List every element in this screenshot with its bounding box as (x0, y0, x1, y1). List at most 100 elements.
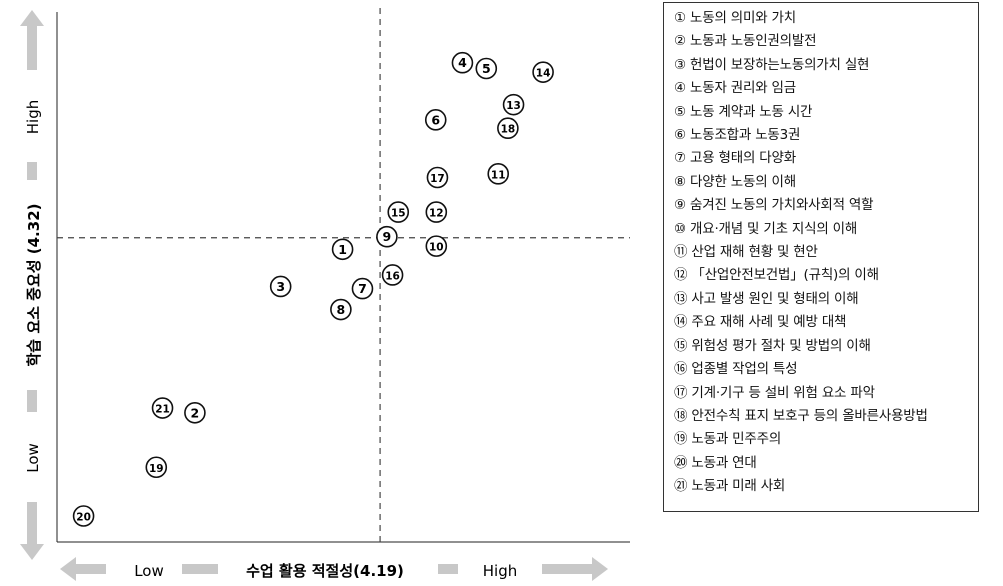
legend-item: ⑭ 주요 재해 사례 및 예방 대책 (674, 311, 978, 334)
data-point-18: 18 (497, 117, 519, 140)
legend-item-number: ⑦ (674, 150, 686, 167)
data-point-label: 18 (501, 124, 516, 136)
legend-item-number: ⑨ (674, 197, 686, 214)
x-axis-title: 수업 활용 적절성(4.19) (246, 562, 404, 580)
data-point-marker (475, 57, 498, 80)
data-point-marker (502, 93, 525, 116)
data-point-3: 3 (269, 275, 292, 298)
data-point-1: 1 (331, 238, 354, 261)
legend-item-number: ⑬ (674, 290, 688, 307)
data-point-2: 2 (184, 401, 206, 424)
data-point-11: 11 (487, 163, 510, 185)
data-point-marker (451, 51, 474, 74)
data-point-label: 5 (482, 61, 491, 76)
legend-item-text: 안전수칙 표지 보호구 등의 올바른사용방법 (691, 407, 928, 424)
data-point-label: 13 (506, 100, 521, 112)
legend-item-text: 헌법이 보장하는노동의가치 실현 (690, 56, 870, 73)
data-point-marker (184, 401, 206, 424)
data-point-5: 5 (475, 57, 498, 80)
legend-item: ⑯ 업종별 작업의 특성 (674, 358, 978, 381)
data-point-marker (269, 275, 292, 298)
data-point-label: 10 (429, 242, 444, 254)
data-point-14: 14 (532, 61, 554, 83)
data-point-7: 7 (351, 277, 374, 300)
data-point-label: 8 (337, 302, 346, 317)
legend-item-number: ⑪ (674, 244, 688, 261)
legend-item-text: 노동과 연대 (691, 454, 757, 471)
data-point-marker (351, 277, 374, 300)
y-low-label: Low (24, 443, 42, 473)
data-point-12: 12 (425, 201, 448, 223)
data-point-13: 13 (502, 93, 525, 116)
legend-item-text: 주요 재해 사례 및 예방 대책 (691, 314, 847, 331)
legend-item: ③ 헌법이 보장하는노동의가치 실현 (674, 54, 978, 77)
legend-item-number: ⑫ (674, 267, 688, 284)
legend-item-text: 개요·개념 및 기초 지식의 이해 (690, 220, 858, 237)
legend-item-text: 숨겨진 노동의 가치와사회적 역할 (690, 197, 874, 214)
data-point-marker (330, 298, 352, 321)
legend-item-text: 고용 형태의 다양화 (690, 150, 796, 167)
data-point-marker (532, 61, 554, 83)
data-point-label: 7 (358, 281, 367, 296)
data-point-label: 2 (191, 405, 200, 420)
data-point-15: 15 (387, 201, 410, 223)
y-axis-title: 학습 요소 중요성 (4.32) (25, 204, 43, 367)
data-point-marker (376, 225, 398, 248)
data-point-label: 6 (431, 112, 440, 127)
legend-item: ④ 노동자 권리와 임금 (674, 77, 978, 100)
legend-item-text: 노동자 권리와 임금 (690, 80, 796, 97)
data-point-marker (426, 166, 449, 189)
legend-item-number: ⑮ (674, 337, 688, 354)
legend-item-number: ⑧ (674, 173, 686, 190)
legend-item-text: 사고 발생 원인 및 형태의 이해 (691, 290, 859, 307)
legend-item: ㉑ 노동과 미래 사회 (674, 475, 978, 498)
legend-item: ⑫ 「산업안전보건법」(규칙)의 이해 (674, 264, 978, 287)
data-point-label: 4 (458, 55, 467, 70)
legend-item-text: 기계·기구 등 설비 위험 요소 파악 (691, 384, 875, 401)
legend-item-number: ⑲ (674, 431, 688, 448)
legend-item-text: 업종별 작업의 특성 (691, 361, 798, 378)
legend-item-text: 노동과 미래 사회 (691, 478, 786, 495)
legend-item: ⑱ 안전수칙 표지 보호구 등의 올바른사용방법 (674, 405, 978, 428)
legend-item-text: 산업 재해 현황 및 현안 (691, 244, 818, 261)
data-point-label: 11 (491, 169, 506, 181)
data-point-9: 9 (376, 225, 398, 248)
y-high-label: High (24, 100, 42, 134)
data-point-marker (425, 201, 448, 223)
legend: ① 노동의 의미와 가치 ② 노동과 노동인권의발전 ③ 헌법이 보장하는노동의가치… (663, 2, 979, 512)
legend-item-text: 노동의 의미와 가치 (690, 10, 796, 26)
data-point-label: 15 (391, 208, 406, 220)
legend-item: ⑨ 숨겨진 노동의 가치와사회적 역할 (674, 194, 978, 217)
legend-item-text: 노동 계약과 노동 시간 (690, 103, 813, 120)
data-point-marker (145, 456, 168, 479)
legend-item-number: ⑭ (674, 314, 688, 331)
legend-item-number: ④ (674, 80, 686, 97)
data-point-label: 9 (383, 229, 392, 244)
data-point-label: 20 (76, 511, 91, 523)
x-high-label: High (483, 562, 517, 580)
legend-item-number: ② (674, 33, 686, 50)
legend-item: ⑲ 노동과 민주주의 (674, 428, 978, 451)
legend-item-number: ⑩ (674, 220, 686, 237)
data-point-20: 20 (72, 505, 95, 527)
data-point-8: 8 (330, 298, 352, 321)
legend-item: ⑳ 노동과 연대 (674, 452, 978, 475)
legend-item-text: 노동과 노동인권의발전 (690, 33, 817, 50)
data-point-4: 4 (451, 51, 474, 74)
data-point-marker (497, 117, 519, 140)
legend-item-number: ⑤ (674, 103, 686, 120)
data-point-marker (331, 238, 354, 261)
legend-item: ② 노동과 노동인권의발전 (674, 30, 978, 53)
legend-item: ⑤ 노동 계약과 노동 시간 (674, 101, 978, 124)
scatter-plot: High 학습 요소 중요성 (4.32) Low Low 수업 활용 적절성(… (20, 8, 630, 581)
data-point-16: 16 (381, 264, 404, 286)
data-point-21: 21 (151, 397, 174, 419)
legend-item-text: 위험성 평가 절차 및 방법의 이해 (691, 337, 871, 354)
data-point-marker (381, 264, 404, 286)
data-point-label: 17 (430, 173, 445, 185)
legend-item: ⑰ 기계·기구 등 설비 위험 요소 파악 (674, 382, 978, 405)
data-point-6: 6 (424, 109, 447, 131)
data-point-label: 12 (429, 208, 444, 220)
legend-item: ⑧ 다양한 노동의 이해 (674, 171, 978, 194)
